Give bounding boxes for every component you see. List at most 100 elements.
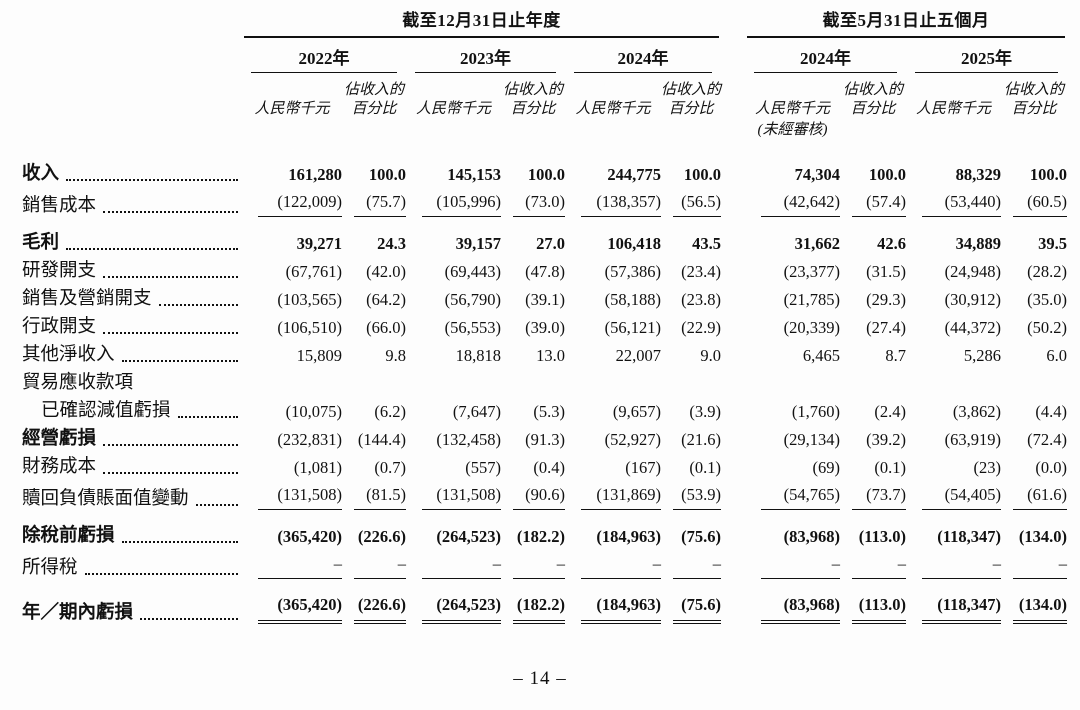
cell-value: (2.4) — [874, 402, 906, 421]
cell-value: (73.0) — [501, 188, 565, 220]
cell-value: (0.1) — [874, 458, 906, 477]
col-header-pct: 佔收入的 百分比 — [661, 82, 722, 117]
row-label: 財務成本 — [22, 453, 242, 481]
cell-value: (75.6) — [661, 582, 721, 627]
dot-leader — [121, 360, 238, 362]
cell-value: (131,508) — [242, 481, 342, 513]
row-label: 行政開支 — [22, 313, 242, 341]
header-spacer — [22, 6, 242, 38]
cell-value: (75.7) — [342, 188, 406, 220]
cell-value: (31.5) — [866, 262, 906, 281]
dot-leader — [140, 618, 238, 620]
table-row: 其他淨收入 15,809 9.8 18,818 13.0 22,007 9.0 6,465 8.… — [22, 341, 1067, 369]
row-label: 所得稅 — [22, 550, 242, 582]
unaudited-note: (未經審核) — [757, 122, 828, 138]
cell-value: (66.0) — [366, 318, 406, 337]
cell-value: 42.6 — [877, 234, 906, 253]
cell-value: (0.4) — [533, 458, 565, 477]
cell-value: 18,818 — [455, 346, 501, 365]
cell-value: (69,443) — [444, 262, 501, 281]
cell-value: (103,565) — [277, 290, 342, 309]
col-header-amount: 人民幣千元 — [915, 101, 991, 117]
cell-value — [501, 369, 565, 397]
cell-value: 100.0 — [368, 165, 406, 184]
period-header-annual: 截至12月31日止年度 — [242, 6, 721, 38]
table-row: 年／期內虧損 (365,420) (226.6) (264,523) (182.2) (1… — [22, 582, 1067, 627]
cell-value: (39.1) — [525, 290, 565, 309]
cell-value — [342, 369, 406, 397]
cell-value: (118,347) — [937, 527, 1001, 546]
col-header-amount: 人民幣千元 — [415, 101, 491, 117]
cell-value: (69) — [812, 458, 841, 477]
column-gap — [721, 550, 745, 582]
cell-value: (1,760) — [791, 402, 840, 421]
dot-leader — [103, 332, 238, 334]
cell-value: (20,339) — [783, 318, 840, 337]
cell-value: 31,662 — [794, 234, 840, 253]
cell-value: 6.0 — [1046, 346, 1067, 365]
column-gap — [721, 313, 745, 341]
cell-value: (35.0) — [1027, 290, 1067, 309]
cell-value — [661, 369, 721, 397]
cell-value — [1001, 369, 1067, 397]
cell-value: (132,458) — [436, 430, 501, 449]
year-header-2024-5m: 2024年 — [745, 38, 906, 73]
row-label: 其他淨收入 — [22, 341, 242, 369]
cell-value: (42,642) — [745, 188, 840, 220]
cell-value: (134.0) — [1001, 582, 1067, 627]
cell-value: 74,304 — [794, 165, 840, 184]
cell-value: (134.0) — [1018, 527, 1067, 546]
dot-leader — [177, 416, 238, 418]
cell-value: 39,157 — [455, 234, 501, 253]
cell-value: – — [745, 550, 840, 582]
row-label: 收入 — [22, 119, 242, 188]
cell-value: 27.0 — [536, 234, 565, 253]
cell-value: (57.4) — [840, 188, 906, 220]
dot-leader — [66, 248, 238, 250]
cell-value: (113.0) — [858, 527, 906, 546]
column-gap — [721, 188, 745, 220]
row-label: 贖回負債賬面值變動 — [22, 481, 242, 513]
cell-value: (23) — [973, 458, 1002, 477]
dot-leader — [84, 573, 238, 575]
cell-value: (24,948) — [944, 262, 1001, 281]
column-gap — [721, 582, 745, 627]
cell-value: (29.3) — [866, 290, 906, 309]
cell-value: (91.3) — [525, 430, 565, 449]
row-label: 除稅前虧損 — [22, 513, 242, 550]
cell-value: (47.8) — [525, 262, 565, 281]
cell-value: (53,440) — [906, 188, 1001, 220]
cell-value: 100.0 — [868, 165, 906, 184]
cell-value: (6.2) — [374, 402, 406, 421]
cell-value: (54,405) — [906, 481, 1001, 513]
cell-value: 5,286 — [963, 346, 1001, 365]
cell-value — [906, 369, 1001, 397]
table-row: 財務成本 (1,081) (0.7) (557) (0.4) (167) (0.1) (69)… — [22, 453, 1067, 481]
column-gap — [721, 38, 745, 73]
cell-value: (9,657) — [612, 402, 661, 421]
period-header-row: 截至12月31日止年度 截至5月31日止五個月 — [22, 6, 1067, 38]
cell-value: (4.4) — [1035, 402, 1067, 421]
cell-value: (144.4) — [357, 430, 406, 449]
cell-value: (1,081) — [293, 458, 342, 477]
dot-leader — [103, 211, 238, 213]
dot-leader — [103, 276, 238, 278]
cell-value: (23.8) — [681, 290, 721, 309]
cell-value — [745, 369, 840, 397]
cell-value: 43.5 — [692, 234, 721, 253]
header-spacer — [22, 73, 242, 119]
cell-value: (54,765) — [745, 481, 840, 513]
cell-value: (64.2) — [366, 290, 406, 309]
period-label: 截至5月31日止五個月 — [747, 6, 1065, 38]
cell-value: (30,912) — [944, 290, 1001, 309]
cell-value: (60.5) — [1001, 188, 1067, 220]
cell-value: (56.5) — [661, 188, 721, 220]
cell-value: (5.3) — [533, 402, 565, 421]
column-gap — [721, 425, 745, 453]
table-body: 收入 161,280 100.0 145,153 100.0 244,775 100.0 74… — [22, 119, 1067, 627]
cell-value: (29,134) — [783, 430, 840, 449]
cell-value: (57,386) — [604, 262, 661, 281]
cell-value: (3.9) — [689, 402, 721, 421]
cell-value: (83,968) — [745, 582, 840, 627]
